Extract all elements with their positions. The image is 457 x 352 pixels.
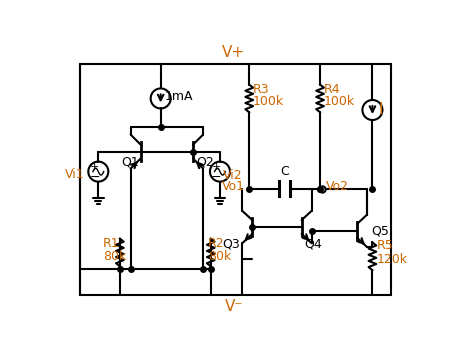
Text: Q3: Q3 — [222, 238, 240, 251]
Text: +: + — [212, 162, 221, 172]
Text: −: − — [89, 170, 100, 183]
Text: Vo2: Vo2 — [326, 181, 349, 194]
Text: Vi1: Vi1 — [65, 168, 85, 181]
Text: V+: V+ — [222, 45, 245, 60]
Text: Q2: Q2 — [196, 156, 214, 168]
Text: R5: R5 — [376, 239, 393, 252]
Text: 80k: 80k — [207, 250, 231, 263]
Text: 120k: 120k — [376, 253, 407, 266]
Text: R1: R1 — [103, 237, 120, 250]
Text: 100k: 100k — [324, 95, 355, 108]
Text: V⁻: V⁻ — [225, 300, 243, 314]
Text: R3: R3 — [253, 83, 270, 96]
Text: R4: R4 — [324, 83, 340, 96]
Text: +: + — [90, 162, 99, 172]
Text: 100k: 100k — [253, 95, 284, 108]
Text: C: C — [280, 165, 289, 178]
Text: R2: R2 — [207, 237, 224, 250]
Text: −: − — [211, 170, 221, 183]
Text: Q1: Q1 — [122, 156, 139, 168]
Text: 1mA: 1mA — [165, 90, 193, 103]
Text: Q4: Q4 — [305, 238, 323, 251]
Text: Vo1: Vo1 — [223, 181, 245, 194]
Text: Vi2: Vi2 — [223, 169, 243, 182]
Text: I: I — [378, 102, 383, 118]
Text: Q5: Q5 — [371, 224, 389, 237]
Text: 80k: 80k — [103, 250, 126, 263]
